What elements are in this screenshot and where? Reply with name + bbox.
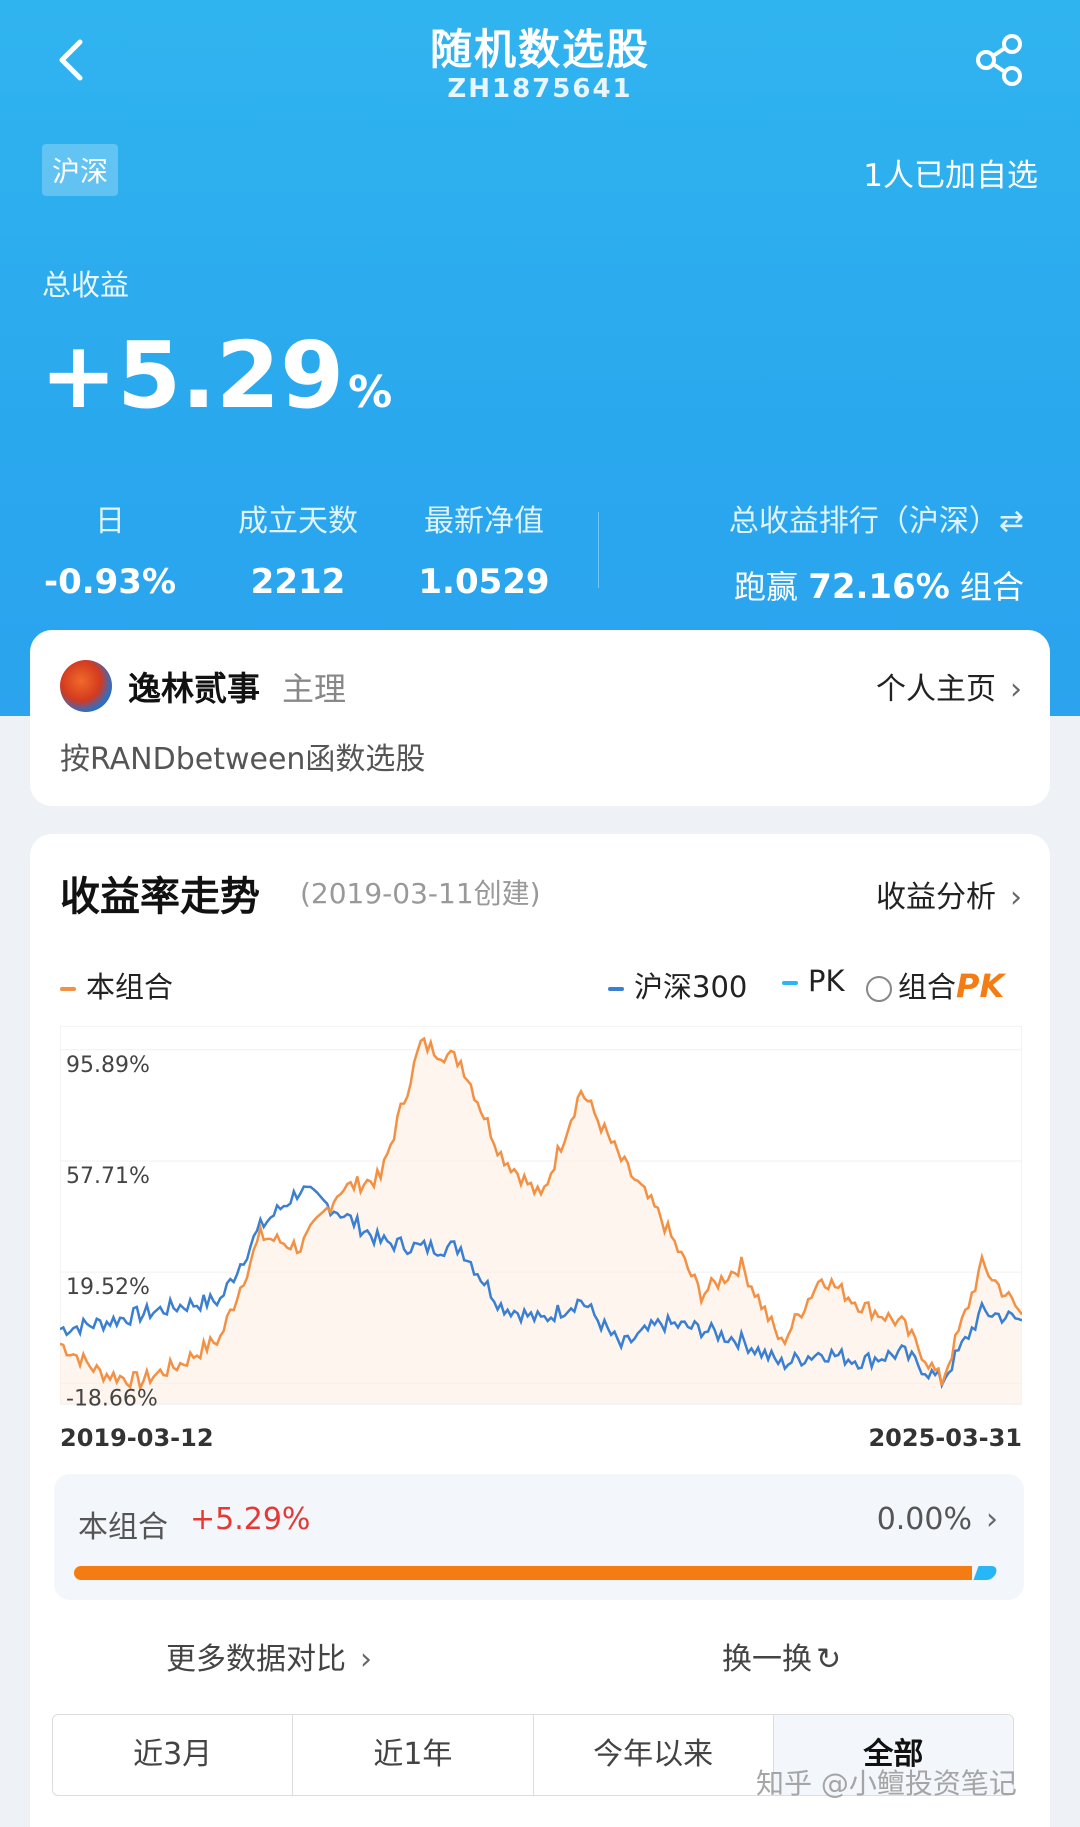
compare-other-value: 0.00%: [876, 1502, 972, 1537]
portfolio-area: [60, 1038, 1022, 1404]
owner-role: 主理: [282, 670, 347, 708]
stat-days: 成立天数 2212: [218, 496, 378, 602]
stat-value: -0.93%: [43, 562, 177, 602]
header-banner: 随机数选股 ZH1875641 沪深 1人已加自选 总收益 +5.29% 日 -…: [0, 0, 1080, 716]
profile-link[interactable]: 个人主页 ›: [876, 664, 1022, 708]
rank-percent: 72.16%: [808, 567, 950, 607]
pk-logo: PK: [956, 967, 1004, 1005]
index-line: [60, 1185, 1022, 1390]
compare-name: 本组合: [78, 1510, 168, 1545]
chevron-right-icon: ›: [360, 1642, 372, 1677]
legend-portfolio: 本组合: [60, 964, 173, 1006]
pk-toggle[interactable]: 组合PK: [866, 964, 1004, 1006]
total-return-label: 总收益: [42, 268, 130, 302]
stat-nav: 最新净值 1.0529: [404, 496, 564, 602]
owner-card: 逸林贰事 主理 个人主页 › 按RANDbetween函数选股: [30, 630, 1050, 806]
rank-label: 总收益排行（沪深）⇄: [728, 504, 1024, 539]
legend-swatch: [782, 981, 798, 985]
stat-label: 成立天数: [238, 504, 358, 539]
radio-button[interactable]: [866, 976, 892, 1002]
swap-label: 换一换: [722, 1642, 812, 1677]
y-tick-labels: 95.89% 57.71% 19.52% -18.66%: [66, 1053, 158, 1412]
y-tick-label: 19.52%: [66, 1275, 150, 1300]
owner-name[interactable]: 逸林贰事: [128, 669, 260, 708]
legend-swatch: [608, 987, 624, 991]
y-tick-label: -18.66%: [66, 1386, 158, 1411]
legend-label: 沪深300: [634, 970, 748, 1004]
chart-title: 收益率走势: [60, 874, 260, 920]
legend-swatch: [60, 987, 76, 991]
rank-block[interactable]: 总收益排行（沪深）⇄ 跑赢 72.16% 组合: [729, 496, 1024, 608]
more-compare-link[interactable]: 更多数据对比 ›: [166, 1634, 372, 1678]
legend-index: 沪深300: [608, 964, 747, 1006]
total-return-number: +5.29: [40, 322, 345, 429]
compare-bar-portfolio: [74, 1566, 972, 1580]
analysis-link[interactable]: 收益分析 ›: [876, 872, 1022, 916]
x-end-label: 2025-03-31: [868, 1424, 1022, 1452]
stats-row: 日 -0.93% 成立天数 2212 最新净值 1.0529 总收益排行（沪深）…: [0, 496, 1080, 608]
rank-value: 跑赢 72.16% 组合: [729, 562, 1024, 608]
period-tabs: 近3月 近1年 今年以来 全部: [52, 1714, 1014, 1796]
share-icon[interactable]: [972, 30, 1028, 90]
rank-prefix: 跑赢: [734, 568, 799, 606]
followers-count: 1人已加自选: [863, 158, 1038, 194]
refresh-icon: ↻: [816, 1642, 842, 1677]
chart-created-date: (2019-03-11创建): [300, 877, 541, 910]
tab-3-months[interactable]: 近3月: [53, 1715, 294, 1795]
analysis-link-label: 收益分析: [876, 880, 996, 915]
divider: [598, 512, 599, 588]
tab-all[interactable]: 全部: [773, 1715, 1013, 1795]
x-start-label: 2019-03-12: [60, 1424, 214, 1452]
rank-suffix: 组合: [959, 568, 1024, 606]
avatar[interactable]: [60, 660, 112, 712]
more-compare-label: 更多数据对比: [166, 1642, 346, 1677]
y-tick-label: 57.71%: [66, 1164, 150, 1189]
back-arrow-icon[interactable]: [48, 30, 98, 90]
portfolio-description: 按RANDbetween函数选股: [60, 742, 426, 777]
legend-pk: PK: [782, 964, 845, 998]
portfolio-code: ZH1875641: [447, 74, 633, 104]
stat-value: 2212: [250, 562, 346, 602]
legend-label: 本组合: [86, 970, 174, 1004]
chevron-right-icon: ›: [1010, 672, 1022, 707]
legend-label: PK: [808, 964, 845, 998]
market-tag: 沪深: [42, 144, 119, 196]
watermark: 知乎 @小鳣投资笔记: [756, 1767, 1017, 1800]
return-chart[interactable]: 95.89% 57.71% 19.52% -18.66%: [60, 1026, 1022, 1416]
pk-logo-text: PK: [956, 967, 1005, 1005]
chart-card: 收益率走势 (2019-03-11创建) 收益分析 › 本组合 沪深300 PK …: [30, 834, 1050, 1827]
tab-ytd[interactable]: 今年以来: [534, 1715, 774, 1795]
swap-button[interactable]: 换一换 ↻: [722, 1634, 841, 1678]
pk-option-label: 组合: [898, 970, 957, 1004]
compare-value: +5.29%: [190, 1502, 311, 1537]
page-title: 随机数选股: [429, 25, 650, 74]
portfolio-line: [60, 1036, 1022, 1392]
stat-label: 日: [95, 504, 125, 539]
chevron-right-icon: ›: [1010, 880, 1022, 915]
chevron-right-icon: ›: [986, 1502, 998, 1537]
compare-panel[interactable]: 本组合 +5.29% 0.00% ›: [54, 1474, 1024, 1600]
total-return-value: +5.29%: [40, 330, 392, 422]
compare-bar: [74, 1566, 999, 1580]
compare-bar-other: [973, 1566, 999, 1580]
stat-label: 最新净值: [424, 504, 544, 539]
profile-link-label: 个人主页: [876, 672, 996, 707]
y-tick-label: 95.89%: [66, 1053, 150, 1078]
tab-1-year[interactable]: 近1年: [293, 1715, 534, 1795]
stat-daily: 日 -0.93%: [40, 496, 180, 602]
compare-other[interactable]: 0.00% ›: [877, 1502, 998, 1537]
stat-value: 1.0529: [418, 562, 550, 602]
total-return-unit: %: [348, 367, 393, 418]
